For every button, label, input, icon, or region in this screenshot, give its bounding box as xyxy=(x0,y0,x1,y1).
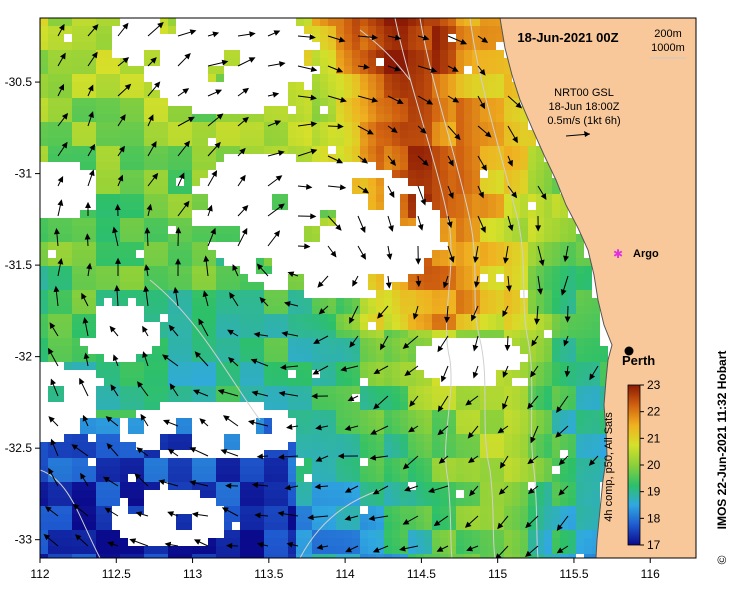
current-scale-label: 0.5m/s (1kt 6h) xyxy=(547,115,620,127)
contour-north xyxy=(359,29,411,81)
colorbar-tick-label: 20 xyxy=(647,458,661,472)
current-scale-arrow xyxy=(565,131,591,137)
date-label: 18-Jun-2021 00Z xyxy=(517,30,618,45)
plot-area xyxy=(40,18,696,558)
contour-label-1000m: 1000m xyxy=(651,42,685,54)
colorbar-label: 4h comp, p50, All Sats xyxy=(603,412,615,522)
land-area xyxy=(499,18,696,558)
colorbar-ticks: 17 18 19 20 21 22 23 xyxy=(640,378,661,552)
perth-marker xyxy=(624,346,634,356)
colorbar-tick-label: 18 xyxy=(647,511,661,525)
credit-text: IMOS 22-Jun-2021 11:32 Hobart xyxy=(715,351,729,530)
contour-deep xyxy=(394,18,453,558)
lat-tick-label: -30.5 xyxy=(5,75,33,89)
lon-tick-label: 113.5 xyxy=(254,567,283,581)
contour-1000m xyxy=(419,18,496,558)
lon-tick-label: 115 xyxy=(488,567,507,581)
colorbar-tick-label: 21 xyxy=(647,431,661,445)
copyright-icon: © xyxy=(715,555,729,564)
lon-tick-label: 114 xyxy=(336,567,355,581)
colorbar: 17 18 19 20 21 22 23 4h comp, p50, All Sats xyxy=(603,378,661,552)
lon-tick-label: 113 xyxy=(183,567,202,581)
lat-tick-label: -33 xyxy=(15,533,33,547)
current-time-label: 18-Jun 18:00Z xyxy=(549,101,620,113)
argo-asterisk-icon: ✱ xyxy=(613,247,623,261)
current-source-label: NRT00 GSL xyxy=(554,87,614,99)
lat-tick-label: -32 xyxy=(15,350,33,364)
contour-label-200m: 200m xyxy=(654,28,682,40)
lat-tick-label: -32.5 xyxy=(5,441,33,455)
argo-label: Argo xyxy=(633,248,659,260)
contour-200m xyxy=(469,18,539,558)
perth-label: Perth xyxy=(622,353,655,368)
lat-tick-label: -31 xyxy=(15,167,33,181)
colorbar-tick-label: 22 xyxy=(647,405,661,419)
lon-tick-label: 115.5 xyxy=(559,567,588,581)
colorbar-bar xyxy=(627,384,641,546)
lon-tick-label: 116 xyxy=(641,567,660,581)
contour-west xyxy=(149,279,261,421)
lon-tick-label: 112.5 xyxy=(102,567,131,581)
lon-tick-label: 112 xyxy=(30,567,49,581)
longitude-axis: 112 112.5 113 113.5 114 114.5 115 115.5 116 xyxy=(30,558,660,581)
lat-tick-label: -31.5 xyxy=(5,258,33,272)
argo-marker: ✱ xyxy=(613,247,623,261)
latitude-axis: -30.5 -31 -31.5 -32 -32.5 -33 xyxy=(5,75,40,547)
bathymetry-contours xyxy=(40,18,539,558)
contour-south xyxy=(299,489,381,558)
current-arrows xyxy=(43,22,599,558)
colorbar-tick-label: 23 xyxy=(647,378,661,392)
lon-tick-label: 114.5 xyxy=(407,567,436,581)
colorbar-tick-label: 19 xyxy=(647,485,661,499)
plot-frame xyxy=(39,17,697,559)
colorbar-tick-label: 17 xyxy=(647,538,661,552)
